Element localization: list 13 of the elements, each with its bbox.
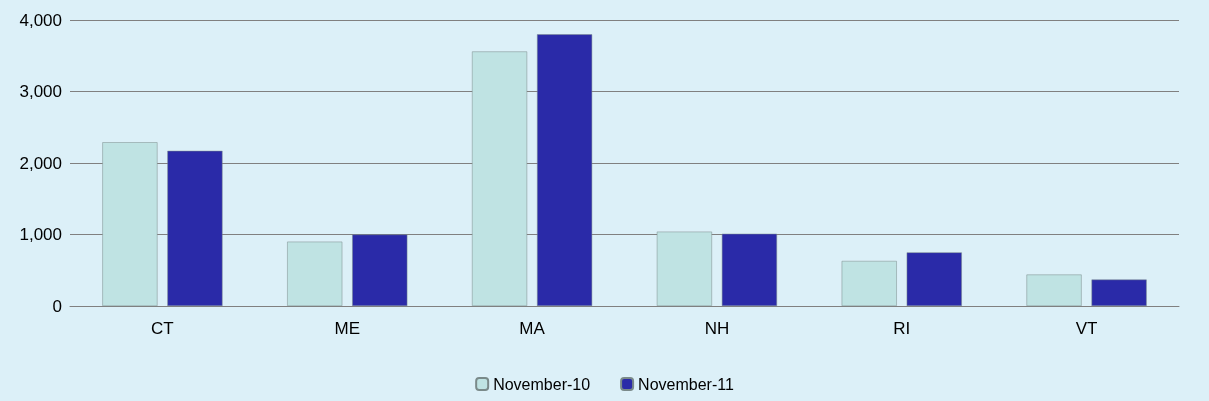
x-tick-label: ME bbox=[334, 319, 360, 338]
y-tick-label: 0 bbox=[52, 296, 62, 316]
y-tick-label: 2,000 bbox=[19, 153, 62, 173]
legend-label: November-11 bbox=[638, 375, 734, 393]
y-tick-label: 3,000 bbox=[19, 82, 62, 101]
y-tick-label: 4,000 bbox=[19, 10, 62, 30]
x-tick-label: CT bbox=[151, 319, 174, 338]
x-tick-label: RI bbox=[893, 319, 911, 338]
x-tick-label: MA bbox=[519, 319, 546, 338]
y-tick-label: 1,000 bbox=[19, 225, 62, 244]
x-tick-label: VT bbox=[1075, 319, 1098, 338]
legend-label: November-10 bbox=[493, 375, 591, 393]
x-tick-label: NH bbox=[704, 319, 730, 338]
